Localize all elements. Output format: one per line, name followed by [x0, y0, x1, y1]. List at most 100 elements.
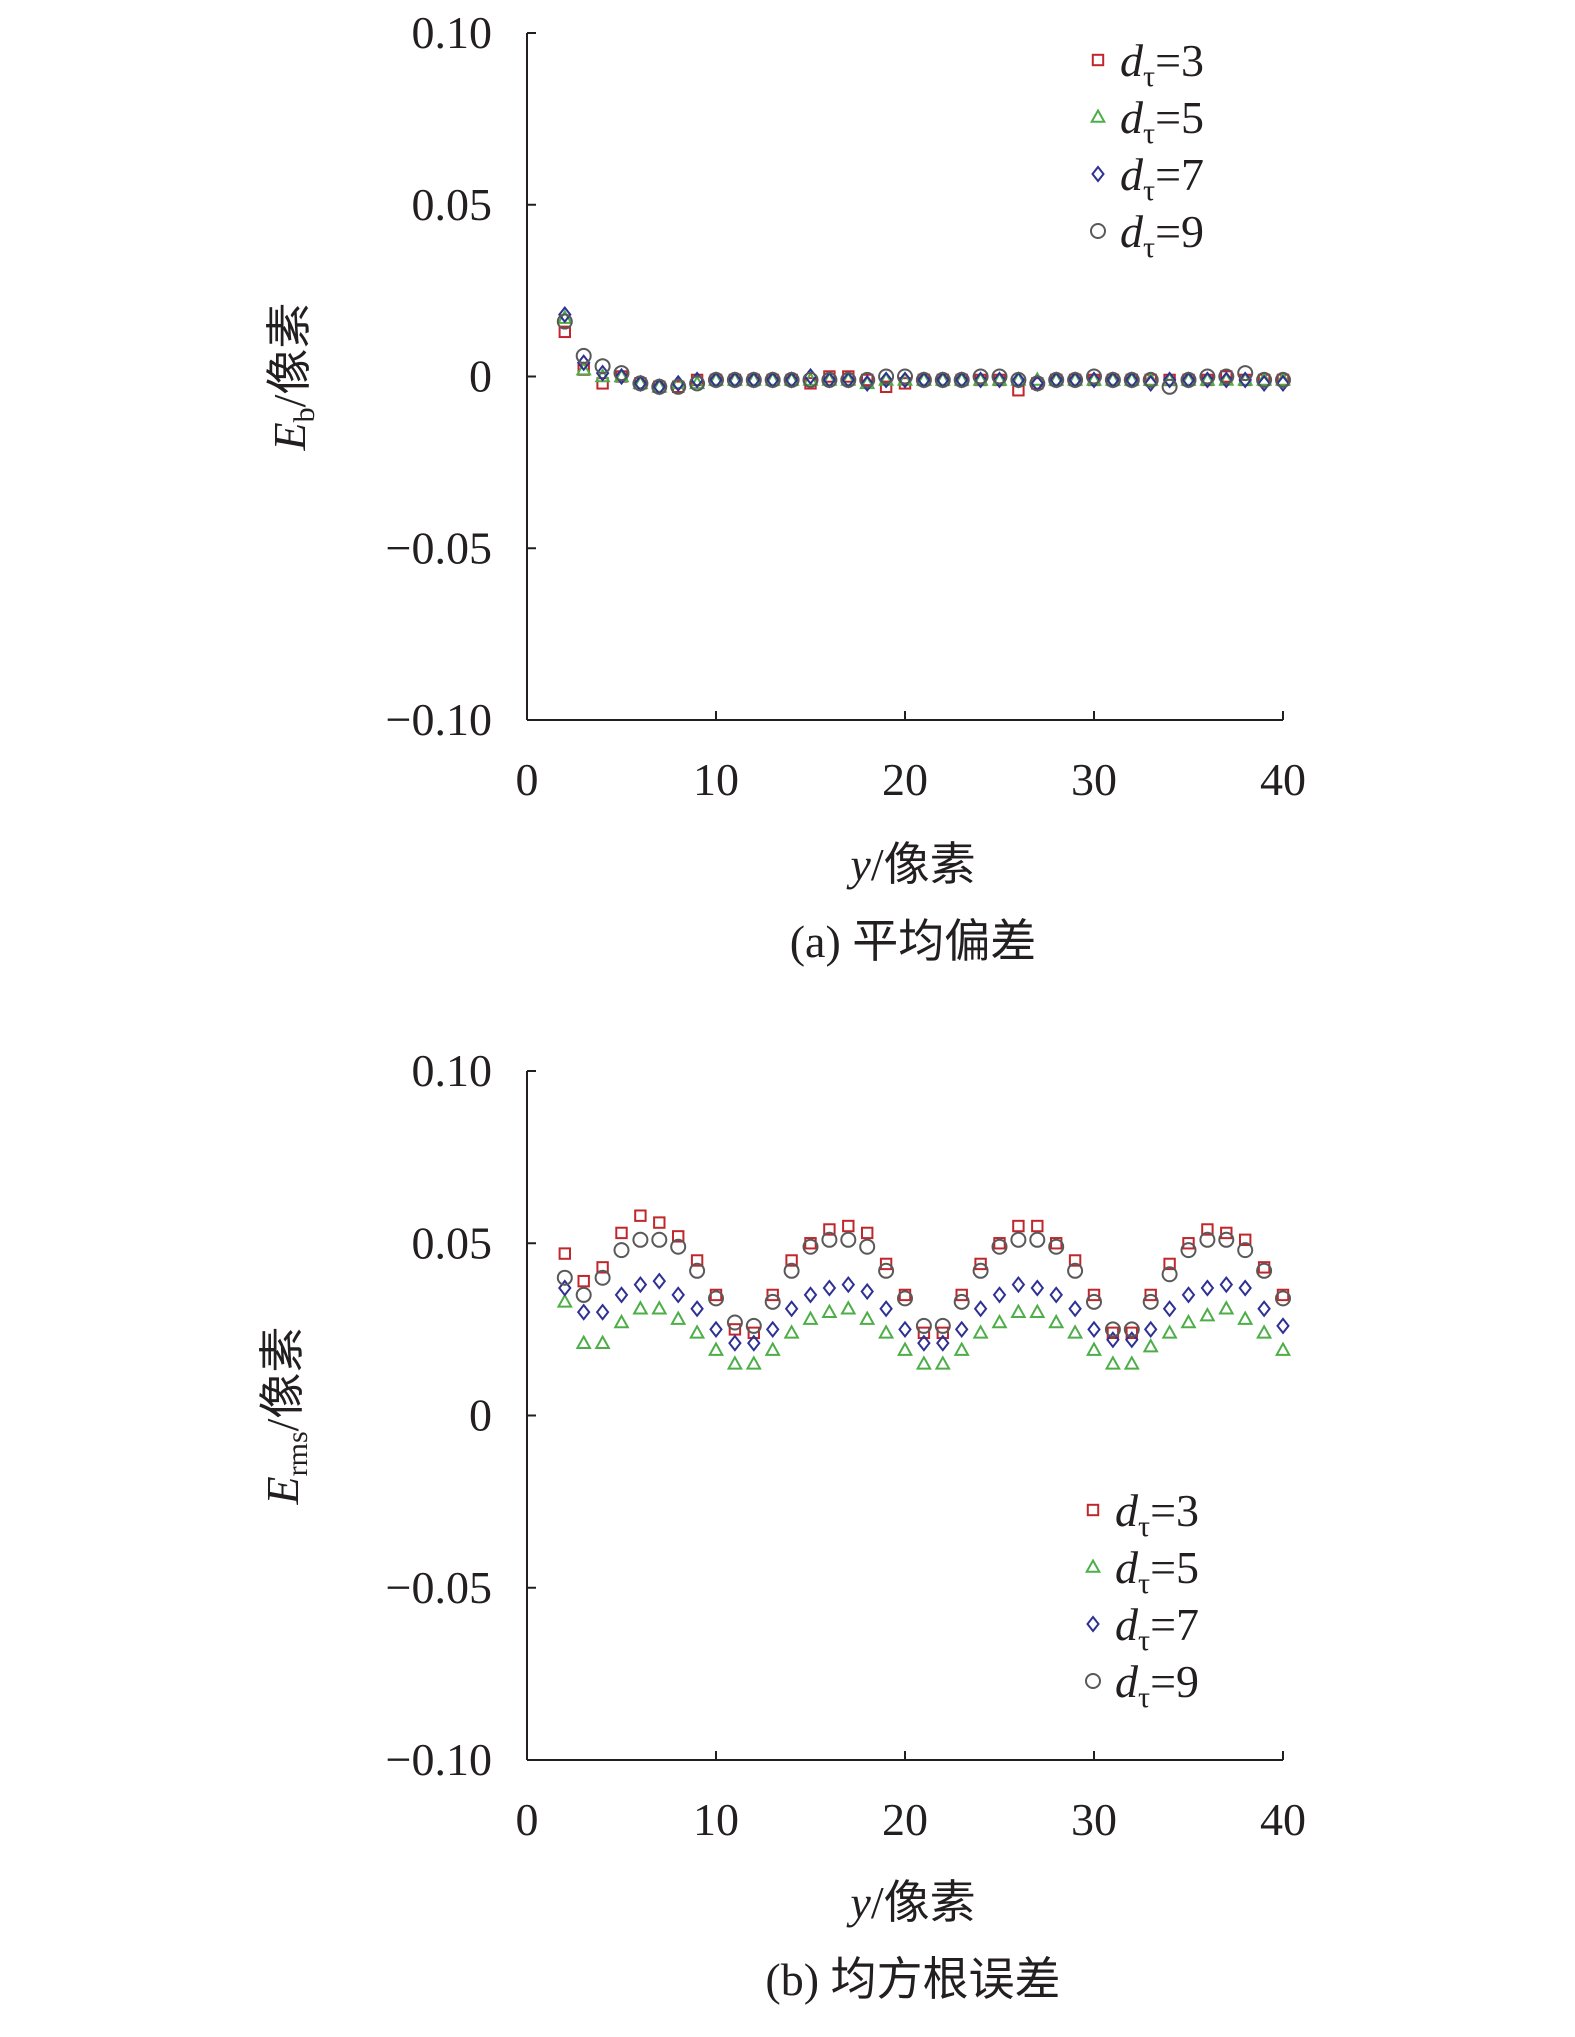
data-point	[670, 1238, 687, 1255]
data-point	[783, 1262, 800, 1279]
panel-a: −0.10 −0.05 0 0.05 0.10 0 10 20 30 40 Eb/像素 y/像素 (a)…	[264, 7, 1306, 967]
y-axis-title: Erms/像素	[257, 1327, 314, 1506]
data-point	[972, 368, 989, 385]
data-point	[556, 313, 573, 330]
data-point	[689, 1324, 706, 1339]
data-point	[558, 1279, 572, 1297]
y-axis-title: Eb/像素	[264, 303, 321, 452]
legend: dτ=3dτ=5dτ=7dτ=9	[1089, 35, 1204, 264]
data-point	[595, 364, 610, 382]
legend-label: dτ=3	[1115, 1485, 1199, 1543]
data-point	[859, 371, 876, 388]
panel-caption: (a) 平均偏差	[790, 916, 1037, 967]
data-point	[783, 371, 800, 388]
data-point	[613, 1313, 630, 1329]
data-point	[1200, 1279, 1215, 1297]
data-point	[652, 1272, 667, 1290]
data-point	[726, 371, 743, 386]
data-point	[1029, 1303, 1046, 1318]
data-point	[1218, 1231, 1235, 1248]
data-point	[1048, 371, 1065, 386]
data-point	[1011, 1275, 1026, 1294]
data-point	[1068, 1300, 1082, 1318]
data-point	[859, 1310, 876, 1325]
data-point	[594, 1334, 611, 1349]
data-point	[1123, 1321, 1140, 1338]
data-point	[1201, 1223, 1214, 1236]
data-point	[1199, 1307, 1216, 1322]
data-point	[595, 1303, 610, 1321]
data-point	[842, 1219, 855, 1233]
data-point	[613, 365, 630, 382]
data-point	[690, 1300, 704, 1318]
data-point	[897, 1290, 913, 1307]
data-point	[670, 1310, 687, 1325]
data-point	[651, 1231, 668, 1248]
data-point	[897, 368, 913, 385]
data-point	[1012, 1219, 1025, 1233]
data-point	[878, 1262, 895, 1279]
data-point	[1237, 365, 1254, 382]
legend-marker	[1089, 108, 1107, 123]
data-point	[708, 1290, 724, 1307]
data-point	[1085, 1341, 1103, 1356]
data-point	[1143, 374, 1158, 392]
data-point	[878, 371, 895, 386]
data-point	[991, 368, 1008, 385]
data-point	[953, 1293, 970, 1310]
data-point	[917, 1326, 931, 1340]
data-point	[1181, 1286, 1196, 1304]
data-point	[860, 1282, 874, 1301]
data-point	[1123, 1355, 1140, 1370]
data-point	[879, 380, 893, 394]
x-tick-label: 10	[693, 754, 739, 805]
data-point	[1163, 1257, 1176, 1271]
data-point	[747, 1334, 761, 1352]
data-point	[1162, 1300, 1177, 1318]
data-point	[859, 374, 876, 390]
data-point	[726, 1314, 743, 1331]
data-point	[915, 371, 932, 388]
data-point	[992, 371, 1007, 389]
data-point	[822, 1279, 837, 1297]
data-point	[936, 1326, 949, 1340]
data-point	[1068, 1254, 1082, 1267]
data-point	[1257, 374, 1271, 392]
legend-marker	[1090, 223, 1106, 239]
data-point	[802, 1238, 819, 1255]
data-point	[861, 1226, 874, 1240]
data-point	[972, 371, 989, 386]
data-point	[973, 1300, 988, 1318]
data-point	[1048, 1313, 1065, 1329]
data-point	[821, 371, 838, 388]
data-point	[1087, 371, 1101, 389]
data-point	[1123, 371, 1140, 386]
data-point	[707, 1341, 725, 1356]
data-point	[1237, 1242, 1254, 1259]
data-point	[860, 374, 874, 392]
data-point	[745, 371, 762, 388]
data-point	[575, 1286, 592, 1303]
data-point	[1161, 371, 1178, 386]
legend-marker	[1091, 165, 1105, 183]
data-point	[764, 1341, 781, 1356]
legend: dτ=3dτ=5dτ=7dτ=9	[1084, 1485, 1199, 1714]
data-point	[613, 367, 630, 383]
data-point	[632, 1231, 649, 1248]
data-point	[1104, 1355, 1121, 1370]
data-point	[613, 1242, 630, 1259]
data-point	[878, 1324, 895, 1339]
data-point	[1067, 1262, 1084, 1279]
data-point	[1029, 375, 1046, 392]
series-triangle	[556, 1293, 1292, 1370]
data-point	[1218, 368, 1235, 385]
series-circle	[556, 313, 1291, 395]
data-point	[653, 1216, 666, 1229]
legend-label: dτ=5	[1115, 1542, 1199, 1600]
data-point	[1239, 1233, 1252, 1247]
data-point	[745, 1317, 762, 1334]
panel-b: −0.10 −0.05 0 0.05 0.10 0 10 20 30 40 Erms/像素 y/像素 (…	[257, 1045, 1306, 2005]
data-point	[1218, 371, 1235, 386]
data-point	[745, 1355, 762, 1370]
data-point	[861, 373, 874, 387]
